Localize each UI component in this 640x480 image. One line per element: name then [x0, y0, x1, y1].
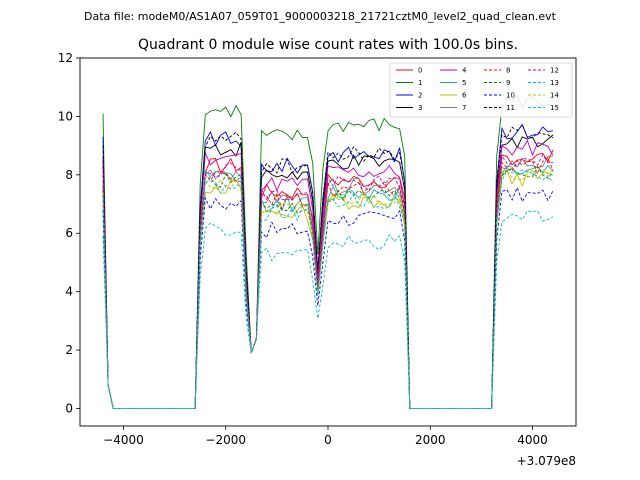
data-file-label: Data file: modeM0/AS1A07_059T01_90000032… — [84, 10, 557, 23]
legend-label-3: 3 — [418, 104, 422, 112]
y-tick-label: 8 — [65, 168, 73, 182]
series-line-0 — [102, 149, 554, 409]
legend-label-1: 1 — [418, 79, 422, 87]
legend-label-0: 0 — [418, 67, 422, 75]
legend-label-9: 9 — [506, 79, 510, 87]
series-line-5 — [102, 164, 554, 409]
plot-lines — [102, 94, 554, 409]
chart-title: Quadrant 0 module wise count rates with … — [138, 37, 518, 53]
x-axis-offset-label: +3.079e8 — [517, 454, 576, 468]
legend-box — [389, 62, 573, 118]
x-tick-label: 0 — [324, 433, 332, 447]
series-line-15 — [102, 169, 554, 409]
legend-label-15: 15 — [550, 104, 559, 112]
legend-label-11: 11 — [506, 104, 515, 112]
x-axis: −4000 −2000 0 2000 4000 — [103, 426, 548, 447]
legend-label-12: 12 — [550, 67, 559, 75]
legend-label-8: 8 — [506, 67, 510, 75]
legend-label-4: 4 — [462, 67, 467, 75]
x-tick-label: −4000 — [103, 433, 144, 447]
legend-label-6: 6 — [462, 92, 467, 100]
series-line-13 — [102, 210, 554, 409]
series-line-1 — [102, 94, 554, 409]
y-tick-label: 0 — [65, 401, 73, 415]
x-tick-label: 2000 — [415, 433, 446, 447]
series-line-6 — [102, 170, 554, 409]
series-line-10 — [102, 186, 554, 409]
y-tick-label: 10 — [58, 109, 73, 123]
series-line-4 — [102, 139, 554, 409]
legend-label-2: 2 — [418, 92, 422, 100]
y-tick-label: 4 — [65, 285, 73, 299]
series-line-8 — [102, 157, 554, 409]
x-tick-label: −2000 — [205, 433, 246, 447]
y-tick-label: 6 — [65, 226, 73, 240]
y-axis: 0 2 4 6 8 10 12 — [58, 51, 80, 415]
y-tick-label: 12 — [58, 51, 73, 65]
legend-label-7: 7 — [462, 104, 466, 112]
legend-label-10: 10 — [506, 92, 515, 100]
y-tick-label: 2 — [65, 343, 73, 357]
legend-label-13: 13 — [550, 79, 559, 87]
series-line-7 — [102, 155, 554, 409]
legend-label-14: 14 — [550, 92, 559, 100]
legend-label-5: 5 — [462, 79, 466, 87]
x-tick-label: 4000 — [517, 433, 548, 447]
series-line-12 — [102, 153, 554, 409]
